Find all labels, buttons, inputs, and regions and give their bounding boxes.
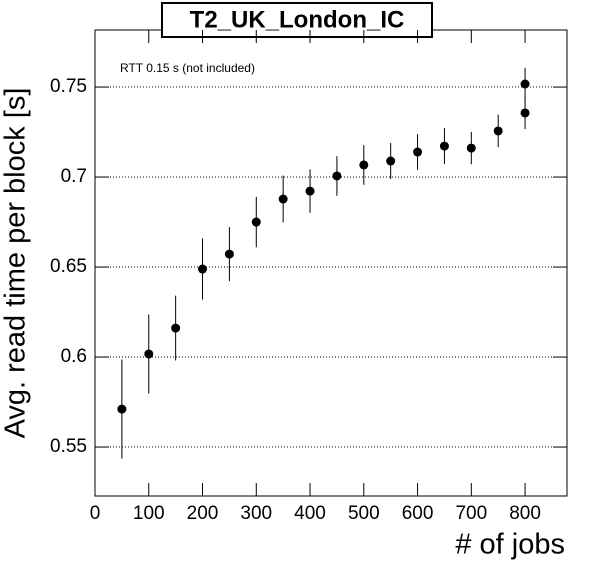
y-tick-label: 0.6 xyxy=(61,346,87,367)
x-tick-label: 500 xyxy=(348,503,380,524)
data-point xyxy=(251,217,261,227)
y-axis-label: Avg. read time per block [s] xyxy=(0,88,32,439)
x-tick-label: 300 xyxy=(240,503,272,524)
data-point xyxy=(332,171,342,181)
x-tick-label: 200 xyxy=(187,503,219,524)
data-point xyxy=(171,323,181,333)
x-tick-label: 700 xyxy=(455,503,487,524)
data-point xyxy=(413,147,423,157)
data-point xyxy=(224,249,234,259)
chart-title: T2_UK_London_IC xyxy=(190,6,405,33)
y-tick-label: 0.65 xyxy=(50,256,87,277)
plot-frame xyxy=(94,29,568,497)
x-tick-label: 0 xyxy=(90,503,101,524)
x-tick-label: 100 xyxy=(133,503,165,524)
data-point xyxy=(493,126,503,136)
data-point xyxy=(520,79,530,89)
data-point xyxy=(359,160,369,170)
data-point xyxy=(439,141,449,151)
x-tick-label: 600 xyxy=(402,503,434,524)
x-tick-label: 800 xyxy=(509,503,541,524)
x-axis-label: # of jobs xyxy=(455,529,565,561)
y-tick-label: 0.75 xyxy=(50,76,87,97)
annotation: RTT 0.15 s (not included) xyxy=(120,61,255,75)
x-tick-label: 400 xyxy=(294,503,326,524)
y-tick-label: 0.7 xyxy=(61,166,87,187)
data-point xyxy=(520,108,530,118)
data-point xyxy=(144,349,154,359)
data-point xyxy=(198,264,208,274)
y-tick-label: 0.55 xyxy=(50,436,87,457)
title-box xyxy=(161,2,433,38)
data-point xyxy=(117,404,127,414)
data-point xyxy=(386,156,396,166)
data-point xyxy=(278,194,288,204)
data-point xyxy=(305,186,315,196)
data-point xyxy=(466,143,476,153)
